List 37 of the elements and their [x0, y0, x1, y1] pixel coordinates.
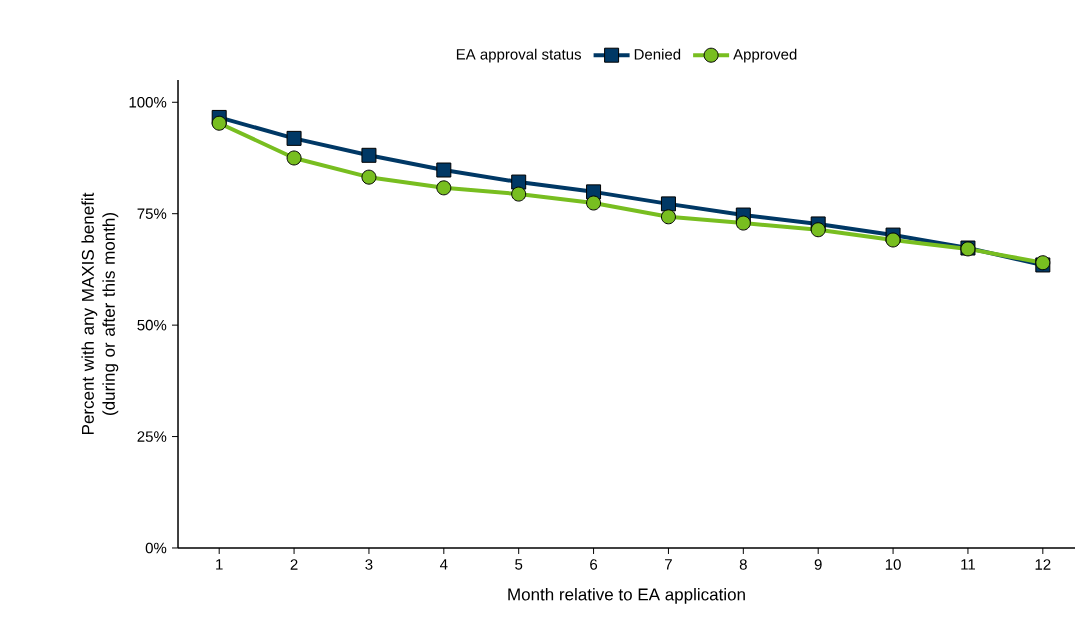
x-tick-label: 12: [1035, 559, 1051, 570]
point: [586, 195, 602, 211]
point: [810, 222, 826, 238]
x-tick-label: 4: [439, 559, 448, 570]
x-tick-label: 11: [961, 559, 975, 570]
legend-label: Approved: [733, 48, 797, 63]
y-tick-label: 25%: [137, 431, 167, 442]
y-tick-label: 50%: [137, 319, 167, 331]
x-tick-label: 3: [365, 559, 373, 570]
x-tick-label: 2: [290, 559, 298, 570]
y-tick-label: 0%: [145, 542, 167, 554]
point: [436, 180, 452, 196]
x-axis-title: Month relative to EA application: [508, 588, 745, 604]
point: [660, 196, 676, 212]
x-tick-label: 1: [216, 559, 223, 570]
point: [735, 215, 751, 231]
point: [885, 232, 901, 248]
point: [286, 130, 302, 146]
point: [361, 169, 377, 185]
point: [211, 115, 227, 131]
point: [511, 186, 527, 202]
point: [286, 150, 302, 166]
x-tick-label: 6: [590, 559, 598, 570]
point: [361, 147, 377, 163]
y-tick-label: 75%: [137, 208, 167, 219]
x-tick-label: 5: [515, 559, 523, 570]
x-tick-label: 9: [814, 559, 822, 570]
point: [436, 162, 452, 178]
x-tick-label: 7: [665, 559, 672, 570]
x-tick-label: 8: [739, 559, 747, 570]
y-tick-label: 100%: [129, 96, 167, 108]
legend-label: Denied: [634, 48, 681, 60]
point: [660, 209, 676, 225]
legend-title: EA approval status: [456, 48, 582, 63]
y-axis-title: Percent with any MAXIS benefit (during or after this month): [81, 192, 119, 435]
point: [511, 174, 527, 190]
x-tick-label: 10: [885, 559, 901, 570]
